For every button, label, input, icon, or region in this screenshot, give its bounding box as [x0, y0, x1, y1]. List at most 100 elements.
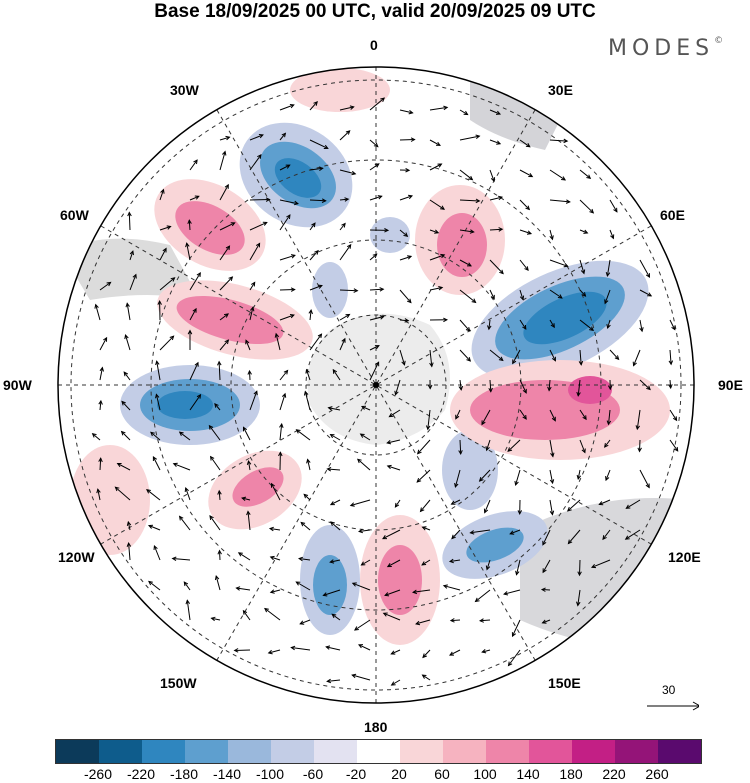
- wind-arrow-head: [415, 620, 421, 626]
- wind-arrow: [279, 214, 291, 231]
- wind-arrow-head: [514, 480, 519, 486]
- wind-arrow: [639, 289, 652, 297]
- wind-arrow: [519, 229, 532, 235]
- wind-arrow-head: [278, 451, 283, 457]
- wind-arrow-head: [422, 653, 427, 659]
- wind-arrow-head: [233, 648, 239, 653]
- wind-arrow: [242, 610, 251, 621]
- wind-arrow: [579, 319, 594, 331]
- wind-arrow-head: [581, 292, 587, 297]
- wind-arrow: [172, 558, 191, 561]
- wind-arrow: [361, 405, 371, 411]
- wind-arrow-head: [416, 478, 422, 483]
- wind-arrow-head: [274, 332, 280, 338]
- wind-arrow-head: [196, 272, 201, 278]
- wind-arrow-head: [576, 391, 581, 397]
- wind-arrow: [489, 349, 504, 361]
- wind-arrow: [129, 274, 137, 291]
- wind-arrow: [264, 608, 281, 621]
- wind-arrow: [508, 649, 521, 666]
- wind-arrow: [459, 199, 480, 202]
- wind-arrow-head: [308, 309, 313, 315]
- colorbar-tick-label: 220: [602, 766, 626, 782]
- wind-arrow-head: [549, 510, 555, 516]
- wind-arrow-head: [625, 504, 631, 509]
- wind-arrow-head: [345, 130, 351, 135]
- wind-arrow-head: [613, 207, 618, 213]
- wind-arrow-head: [126, 520, 132, 527]
- wind-arrow-head: [351, 170, 357, 176]
- wind-arrow: [449, 649, 461, 656]
- wind-arrow-head: [225, 135, 231, 141]
- wind-arrow-head: [345, 313, 351, 319]
- wind-arrow: [296, 429, 311, 441]
- wind-arrow-head: [475, 198, 481, 204]
- wind-arrow-head: [485, 565, 491, 571]
- wind-arrow: [330, 499, 341, 506]
- wind-arrow: [304, 391, 311, 411]
- wind-arrow: [455, 409, 461, 420]
- wind-arrow-head: [668, 384, 673, 390]
- wind-arrow-head: [637, 447, 642, 453]
- wind-arrow: [125, 334, 131, 351]
- wind-arrow: [159, 335, 174, 351]
- wind-arrow-head: [193, 159, 198, 165]
- wind-arrow-head: [646, 385, 651, 391]
- wind-arrow-head: [605, 271, 611, 277]
- wind-arrow-head: [214, 575, 220, 581]
- wind-arrow: [579, 409, 587, 420]
- wind-arrow-head: [166, 225, 172, 230]
- wind-arrow-head: [317, 284, 323, 289]
- wind-arrow: [470, 529, 491, 534]
- wind-arrow-head: [114, 486, 120, 492]
- wind-arrow: [416, 469, 431, 483]
- wind-arrow-head: [458, 385, 464, 391]
- wind-arrow: [599, 499, 611, 505]
- wind-arrow: [279, 423, 283, 441]
- wind-arrow: [549, 289, 563, 299]
- wind-arrow-head: [303, 493, 309, 499]
- lon-label-180: 180: [364, 719, 388, 735]
- wind-arrow-head: [606, 324, 611, 330]
- wind-arrow-head: [187, 219, 192, 224]
- wind-arrow-head: [317, 333, 323, 339]
- wind-arrow-head: [566, 506, 572, 512]
- wind-arrow-head: [421, 674, 427, 679]
- wind-arrow: [519, 139, 531, 148]
- south-america-land: [60, 238, 200, 300]
- wind-arrow: [352, 674, 371, 681]
- wind-arrow: [541, 589, 551, 591]
- wind-arrow: [249, 307, 254, 321]
- wind-arrow: [300, 522, 311, 531]
- wind-arrow-head: [170, 277, 176, 282]
- wind-arrow-head: [230, 222, 236, 227]
- wind-arrow: [309, 139, 329, 149]
- wind-arrow-head: [507, 447, 513, 452]
- wind-arrow-head: [359, 433, 365, 438]
- wind-arrow: [417, 439, 431, 455]
- lon-label-90w: 90W: [3, 377, 32, 393]
- wind-arrow: [482, 649, 491, 653]
- wind-arrow-head: [490, 294, 495, 300]
- wind-arrow: [150, 431, 161, 441]
- wind-arrow-head: [524, 266, 529, 272]
- wind-arrow-head: [246, 460, 252, 466]
- wind-arrow-head: [388, 412, 394, 418]
- wind-arrow: [299, 558, 311, 561]
- wind-arrow: [519, 169, 533, 178]
- wind-arrow: [214, 403, 221, 411]
- colorbar-tick-label: -60: [302, 766, 324, 782]
- wind-arrow-head: [351, 582, 357, 587]
- wind-arrow-head: [332, 368, 338, 374]
- wind-arrow: [173, 463, 191, 471]
- wind-arrow: [549, 409, 556, 421]
- wind-arrow-head: [269, 555, 275, 561]
- wind-arrow-head: [576, 601, 581, 607]
- wind-arrow: [384, 589, 401, 596]
- wind-arrow-head: [299, 620, 305, 625]
- wind-arrow-head: [358, 644, 364, 649]
- wind-arrow: [516, 559, 521, 575]
- colorbar-swatch: [142, 740, 185, 763]
- wind-arrow-head: [298, 556, 304, 562]
